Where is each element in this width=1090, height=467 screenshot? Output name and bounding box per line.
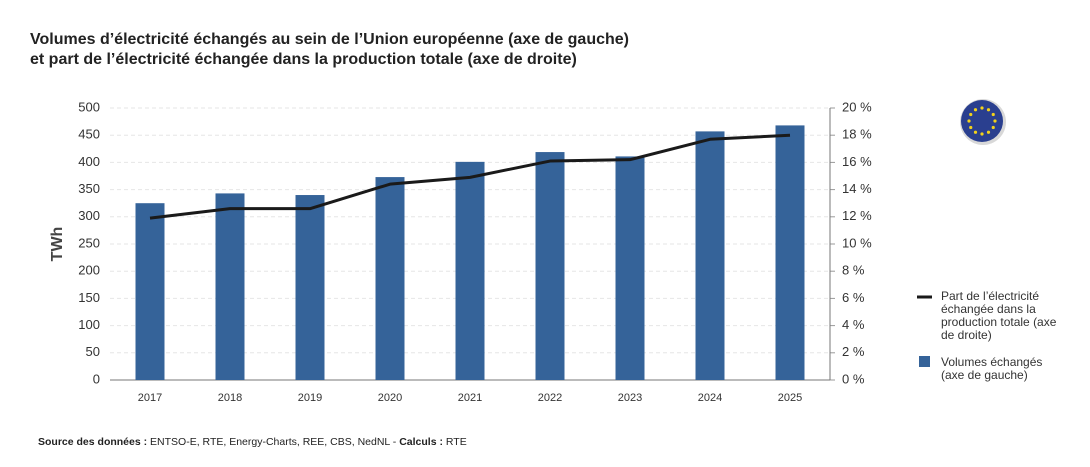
flag-star — [969, 125, 973, 130]
y2-tick-label: 6 % — [842, 290, 865, 305]
flag-star — [973, 130, 978, 134]
eu-flag — [960, 99, 1006, 145]
flag-star — [986, 130, 991, 134]
bar — [215, 193, 245, 380]
y-tick-label: 450 — [78, 127, 100, 142]
chart-title: Volumes d’électricité échangés au sein d… — [30, 30, 629, 70]
bar — [615, 156, 645, 380]
bar — [135, 203, 165, 380]
y2-tick-label: 18 % — [842, 127, 872, 142]
bar — [775, 125, 805, 381]
y-tick-label: 250 — [78, 235, 100, 250]
x-tick-label: 2021 — [458, 392, 482, 404]
flag-star — [969, 112, 973, 117]
x-tick-label: 2024 — [698, 392, 722, 404]
flag-star — [986, 108, 991, 112]
y-tick-label: 100 — [78, 317, 100, 332]
bar — [535, 152, 565, 380]
flag-star — [991, 125, 995, 130]
y2-tick-label: 0 % — [842, 371, 865, 386]
flag-star — [980, 132, 984, 136]
y2-tick-label: 8 % — [842, 263, 865, 278]
y-tick-label: 150 — [78, 290, 100, 305]
bar — [455, 161, 485, 380]
source-label: Source des données : — [38, 436, 148, 448]
bar — [695, 131, 725, 380]
y2-tick-label: 20 % — [842, 99, 872, 114]
x-tick-label: 2017 — [138, 392, 162, 404]
y-tick-label: 400 — [78, 154, 100, 169]
calc-text: RTE — [445, 436, 467, 448]
x-tick-label: 2025 — [778, 392, 802, 404]
x-tick-label: 2020 — [378, 392, 402, 404]
source-text: ENTSO-E, RTE, Energy-Charts, REE, CBS, N… — [150, 436, 397, 448]
legend-label: Volumes échangés (axe de gauche) — [941, 355, 1043, 382]
flag-star — [973, 108, 978, 112]
y2-tick-label: 2 % — [842, 344, 865, 359]
x-tick-label: 2022 — [538, 392, 562, 404]
y-tick-label: 350 — [78, 181, 100, 196]
y2-tick-label: 16 % — [842, 154, 872, 169]
x-tick-label: 2019 — [298, 392, 322, 404]
x-tick-label: 2018 — [218, 392, 242, 404]
y-tick-label: 50 — [86, 344, 100, 359]
x-tick-label: 2023 — [618, 392, 642, 404]
y-axis-label: TWh — [49, 227, 66, 262]
title-line: et part de l’électricité échangée dans l… — [30, 51, 577, 68]
y-tick-label: 200 — [78, 263, 100, 278]
legend-symbol — [919, 356, 930, 367]
y-tick-label: 500 — [78, 99, 100, 114]
y-tick-label: 300 — [78, 208, 100, 223]
flag-star — [991, 112, 995, 117]
y-tick-label: 0 — [93, 371, 100, 386]
y2-tick-label: 14 % — [842, 181, 872, 196]
bar — [375, 177, 405, 380]
line — [149, 133, 791, 220]
y2-tick-label: 10 % — [842, 235, 872, 250]
y2-tick-label: 12 % — [842, 208, 872, 223]
y2-tick-label: 4 % — [842, 317, 865, 332]
legend-label: Part de l’électricité échangée dans la p… — [941, 289, 1057, 342]
title-line: Volumes d’électricité échangés au sein d… — [30, 31, 629, 48]
flag-star — [980, 106, 984, 110]
flag-star — [993, 119, 997, 123]
source: Source des données : ENTSO-E, RTE, Energ… — [38, 436, 467, 448]
calc-label: Calculs : — [399, 436, 443, 448]
flag-star — [967, 119, 971, 123]
bar — [295, 195, 325, 380]
